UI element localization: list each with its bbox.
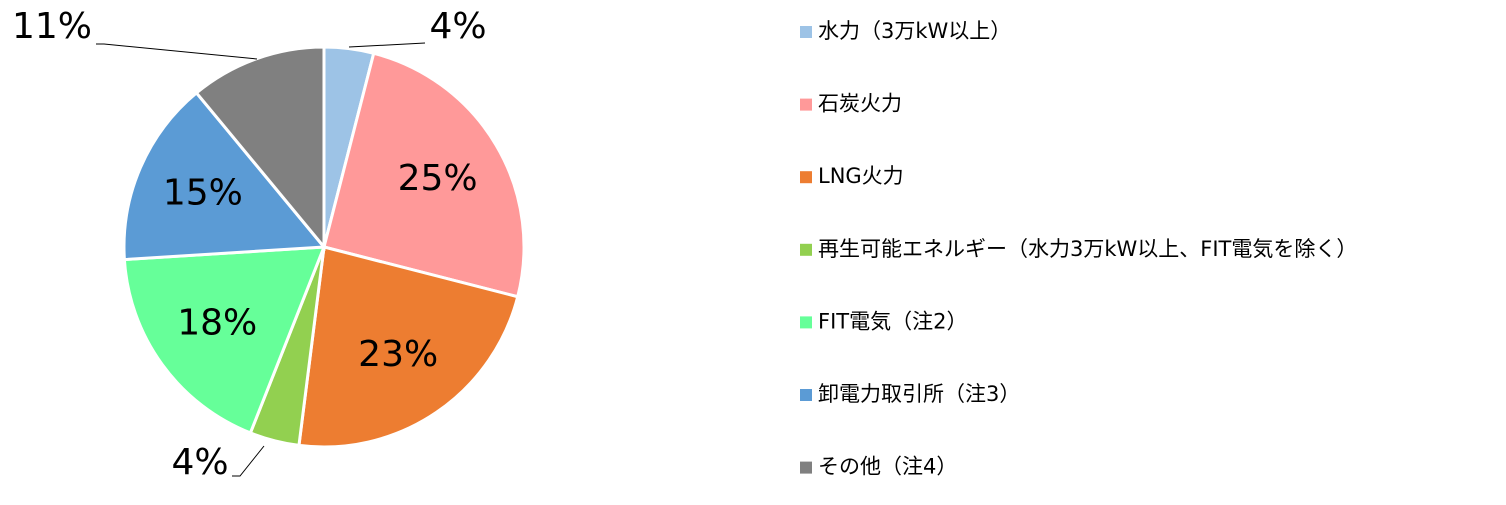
legend-label: 石炭火力 bbox=[818, 92, 902, 116]
legend-swatch bbox=[800, 98, 812, 111]
legend-label: LNG火力 bbox=[818, 164, 904, 188]
legend-label: 水力（3万kW以上） bbox=[818, 19, 1011, 43]
legend-swatch bbox=[800, 461, 812, 474]
pie-slice bbox=[122, 90, 328, 262]
legend-swatch bbox=[800, 389, 812, 401]
legend-swatch bbox=[800, 171, 812, 184]
data-label: 23% bbox=[358, 334, 438, 375]
data-label: 18% bbox=[177, 303, 257, 344]
pie-slice bbox=[322, 51, 526, 299]
legend-label: 再生可能エネルギー（水力3万kW以上、FIT電気を除く） bbox=[818, 237, 1357, 261]
data-label: 4% bbox=[171, 442, 228, 483]
legend-swatch bbox=[800, 243, 812, 256]
data-label: 15% bbox=[163, 173, 243, 214]
data-label: 4% bbox=[429, 6, 486, 47]
legend-swatch bbox=[800, 316, 812, 329]
legend-label: 卸電力取引所（注3） bbox=[818, 382, 1020, 406]
data-label: 25% bbox=[398, 158, 478, 199]
pie-slice bbox=[122, 245, 327, 435]
leader-line bbox=[96, 43, 258, 60]
legend-swatch bbox=[800, 26, 812, 38]
legend-label: その他（注4） bbox=[818, 455, 957, 479]
data-label: 11% bbox=[12, 6, 92, 47]
leader-line bbox=[232, 445, 265, 477]
leader-line bbox=[348, 42, 426, 48]
pie-slice bbox=[297, 245, 520, 449]
legend-label: FIT電気（注2） bbox=[818, 309, 967, 333]
